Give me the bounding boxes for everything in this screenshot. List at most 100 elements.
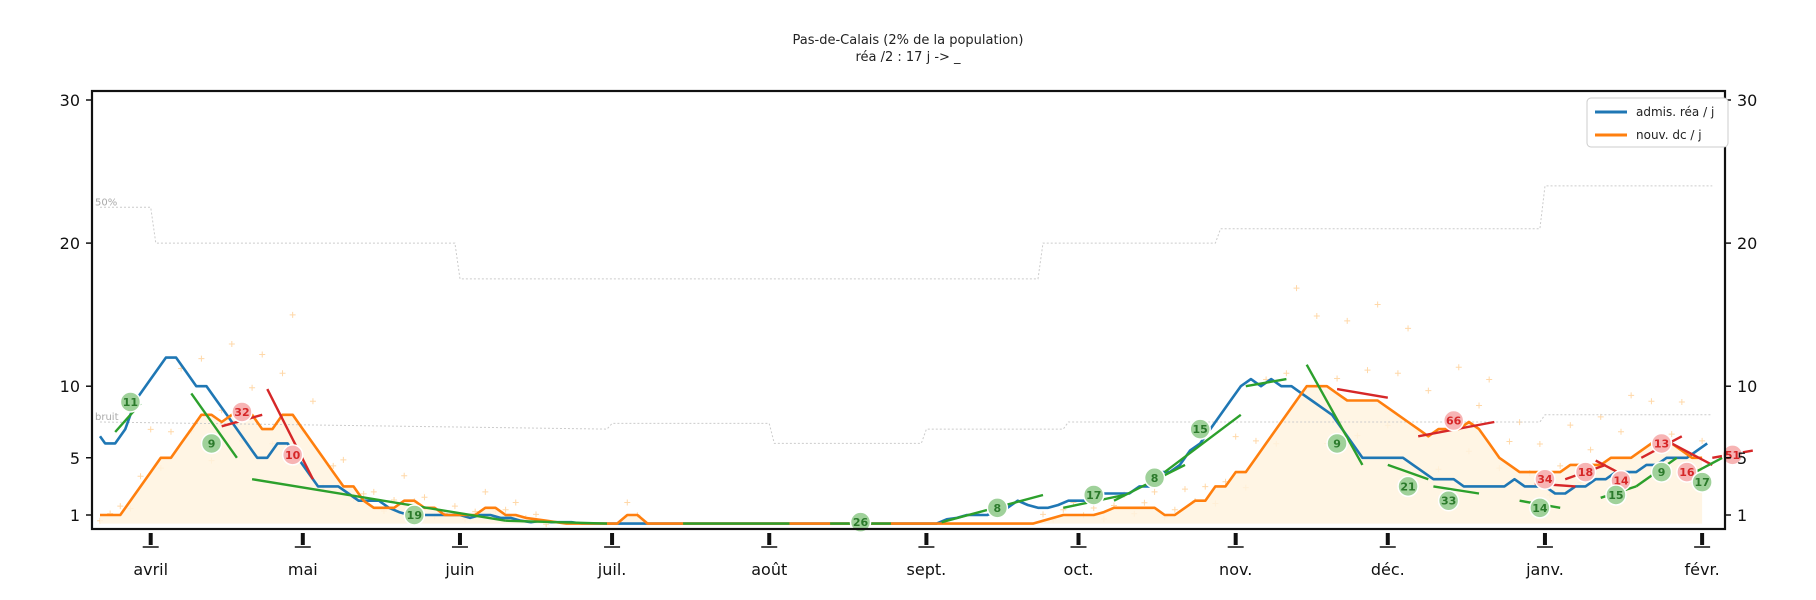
trend-badge-label: 9 [1658,466,1666,479]
month-tick [767,533,772,545]
trend-badge [1143,467,1166,489]
noise-point [533,511,540,518]
trend-badge-label: 8 [994,502,1002,515]
trend-badge-label: 19 [407,509,422,522]
trend-line [1245,377,1287,388]
chart-subtitle: réa /2 : 17 j -> _ [855,50,961,65]
month-tick [924,533,929,545]
trend-badge [1189,418,1211,440]
noise-point [1678,398,1685,405]
trend-badge [1574,461,1597,483]
noise-point [1374,301,1381,308]
month-label: août [751,560,787,579]
reference-line-label: 50% [95,197,117,208]
reference-line [100,185,1713,280]
chart-title: Pas-de-Calais (2% de la population) [793,33,1024,48]
noise-point [1405,325,1412,332]
trend-badge-label: 9 [208,437,216,450]
trend-badge [1676,461,1698,483]
y-tick-label-left: 10 [60,377,80,396]
noise-point [137,473,144,480]
trend-badge [986,497,1009,519]
trend-line [266,388,314,480]
trend-badge [1721,444,1744,466]
noise-point [482,488,489,495]
y-tick-label-left: 20 [60,234,80,253]
noise-point [421,494,428,501]
trend-badge-label: 18 [1578,466,1593,479]
noise-point [512,499,519,506]
noise-point [1232,433,1239,440]
noise-point [1455,364,1462,371]
month-tick [148,533,153,545]
noise-point [1141,499,1148,506]
trend-badge-label: 15 [1608,489,1623,502]
noise-point [1536,440,1543,447]
month-tick [1700,533,1705,545]
noise-point [1364,367,1371,374]
trend-badge-label: 66 [1446,415,1462,428]
y-tick-label-right: 20 [1737,234,1757,253]
trend-line [190,392,238,459]
trend-badge [1437,489,1460,512]
trend-line [1305,364,1364,466]
month-label: févr. [1685,560,1720,579]
plot-border [90,89,1727,531]
noise-point [228,341,235,348]
noise-point [198,355,205,362]
noise-point [259,351,266,358]
trend-badge-label: 17 [1694,476,1709,489]
reference-lines-layer: 50% bruit [95,185,1713,444]
legend: admis. réa / j nouv. dc / j [1586,97,1729,148]
month-tick [610,533,615,545]
month-tick [1233,533,1238,545]
trend-badge [1605,484,1627,506]
month-tick [457,533,462,545]
trend-badge [403,504,426,526]
legend-label-reanimation: admis. réa / j [1636,105,1714,119]
month-tick [1542,533,1547,545]
trend-line [505,519,608,525]
trend-badge [1650,461,1673,483]
noise-point [279,370,286,377]
noise-point [1151,488,1158,495]
trend-badge-label: 9 [1333,437,1341,450]
noise-point [1628,392,1635,399]
month-label: avril [133,560,168,579]
trend-badge [200,432,223,455]
noise-point [1181,486,1188,493]
trend-badge-label: 11 [123,396,138,409]
trend-badge-label: 33 [1441,495,1456,508]
month-label: juil. [597,560,627,579]
trend-line [251,478,506,522]
x-axis-ticks: avril mai juin juil. août sept. oct. nov. déc. ja… [133,533,1720,579]
noise-point [147,426,154,433]
y-tick-label-right: 10 [1737,377,1757,396]
noise-point [1557,462,1564,469]
month-label: sept. [907,560,947,579]
noise-point [360,490,367,497]
trend-badge-label: 8 [1151,472,1159,485]
noise-point [1668,431,1675,438]
noise-point [167,428,174,435]
trend-badge-label: 14 [1532,502,1548,515]
noise-point [1486,376,1493,383]
death-area-layer [100,386,1703,524]
noise-point [330,462,337,469]
trend-line [1163,413,1242,474]
trend-badge [1082,484,1105,506]
legend-label-deces: nouv. dc / j [1636,128,1702,142]
trend-badge [1397,475,1419,498]
y-tick-label-right: 30 [1737,91,1757,110]
noise-point [1334,375,1341,382]
noise-point [1344,317,1351,324]
month-tick [300,533,305,545]
trend-badge [281,444,304,466]
y-tick-label-left: 30 [60,91,80,110]
trend-badge [1442,409,1465,432]
death-area [100,386,1703,524]
y-tick-label-left: 5 [70,449,80,468]
month-label: déc. [1371,560,1405,579]
